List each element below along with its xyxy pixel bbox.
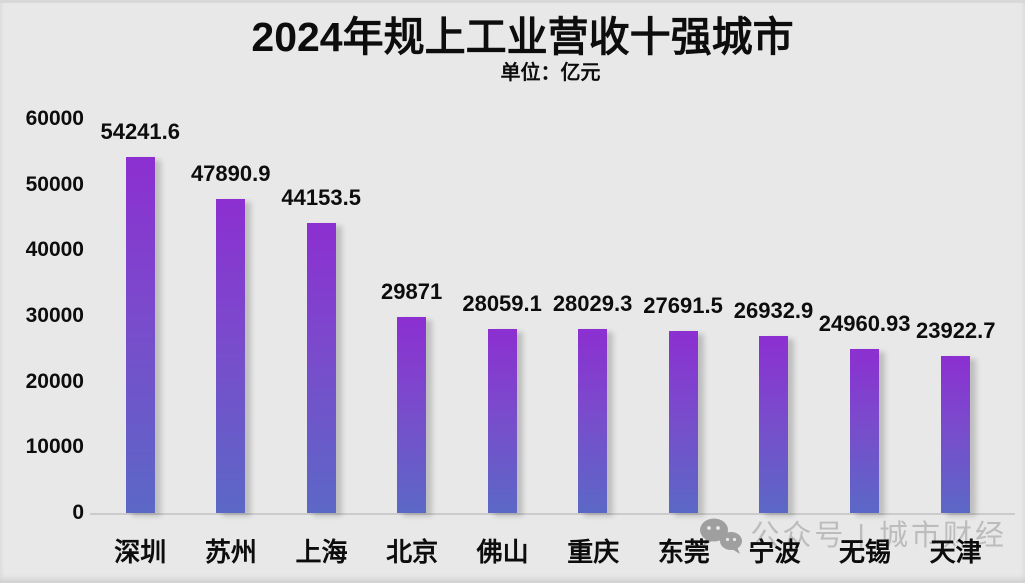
bar-value-label: 29871 — [381, 278, 443, 304]
bar-column: 28059.1 — [457, 119, 547, 513]
x-axis-label: 佛山 — [476, 537, 529, 567]
bar-value-label: 28029.3 — [552, 290, 633, 316]
bar-column: 54241.6 — [95, 119, 185, 513]
bar-value-label: 27691.5 — [643, 293, 723, 319]
x-axis-label: 重庆 — [567, 537, 620, 567]
y-axis-tick: 0 — [72, 501, 84, 524]
y-axis-tick: 40000 — [25, 238, 84, 262]
bar-value-label: 23922.7 — [915, 317, 996, 343]
bar-value-label: 54241.6 — [100, 119, 180, 144]
bar-column: 28029.3 — [547, 119, 637, 513]
bar-column: 47890.9 — [185, 119, 275, 513]
bar — [668, 331, 698, 513]
bar-value-label: 44153.5 — [281, 185, 361, 211]
plot-area: 54241.6 47890.9 44153.5 29871 28059.1 28029.3… — [95, 119, 1001, 513]
chart-unit-label: 单位：亿元 — [500, 62, 601, 84]
bar-value-label: 47890.9 — [190, 160, 271, 186]
bar — [306, 223, 336, 513]
bar-value-label: 24960.93 — [818, 311, 911, 337]
bar — [941, 355, 971, 513]
x-axis-label: 苏州 — [204, 537, 257, 567]
bar — [487, 328, 517, 513]
bar-column: 44153.5 — [276, 119, 366, 513]
x-axis-label: 北京 — [386, 537, 439, 567]
bar-column: 23922.7 — [911, 119, 1001, 513]
bar — [759, 336, 789, 513]
x-axis-line — [90, 513, 1015, 515]
bar — [397, 316, 427, 513]
chart-title: 2024年规上工业营收十强城市 — [251, 14, 794, 60]
y-axis-tick: 50000 — [25, 172, 84, 196]
chart-header: 2024年规上工业营收十强城市 单位：亿元 — [20, 14, 1025, 85]
x-axis-label: 天津 — [929, 537, 982, 567]
watermark: 公众号 | 城市财经 — [698, 516, 1007, 556]
bar-column: 29871 — [366, 119, 456, 513]
x-axis-label: 上海 — [295, 537, 348, 567]
y-axis-tick: 20000 — [25, 369, 84, 393]
watermark-text: 公众号 | 城市财经 — [750, 520, 1007, 552]
y-axis-tick: 60000 — [25, 107, 84, 130]
x-axis-label: 无锡 — [839, 537, 892, 567]
x-axis-labels: 深圳 苏州 上海 北京 佛山 重庆 东莞 宁波 无锡 天津 — [95, 532, 1001, 569]
bar-value-label: 26932.9 — [733, 298, 814, 324]
bar — [216, 198, 246, 513]
x-axis-label: 宁波 — [748, 537, 801, 567]
x-axis-label: 东莞 — [657, 537, 710, 567]
bar-column: 24960.93 — [819, 119, 911, 513]
wechat-icon — [700, 518, 743, 554]
y-axis-tick: 10000 — [25, 435, 84, 459]
bar — [578, 328, 608, 513]
bar-column: 26932.9 — [728, 119, 818, 513]
bar-column: 27691.5 — [638, 119, 728, 513]
bar — [125, 157, 155, 513]
x-axis-label: 深圳 — [114, 537, 167, 567]
y-axis-tick: 30000 — [25, 304, 84, 327]
bar — [850, 349, 880, 513]
bar-value-label: 28059.1 — [462, 290, 542, 316]
y-axis: 0 10000 20000 30000 40000 50000 60000 — [0, 0, 84, 583]
